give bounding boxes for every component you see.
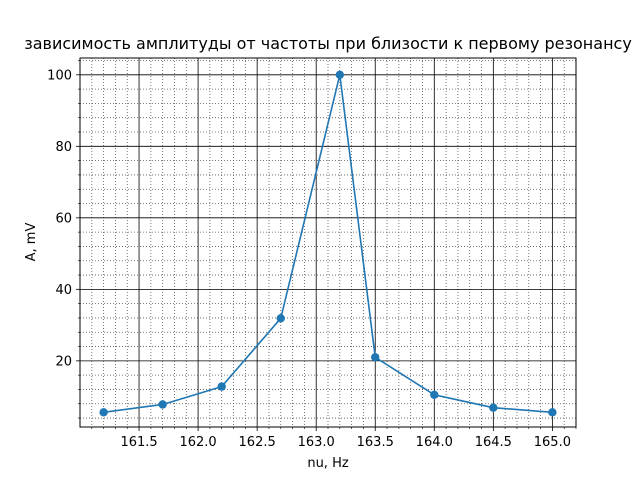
major-grid: [80, 58, 576, 427]
series-layer: [99, 70, 557, 417]
chart-title: зависимость амплитуды от частоты при бли…: [24, 34, 632, 53]
y-axis-label: A, mV: [24, 223, 39, 262]
data-point: [335, 70, 345, 80]
y-tick-label: 20: [55, 354, 72, 369]
x-axis: 161.5 162.0 162.5 163.0 163.5 164.0 164.5 165.0: [91, 427, 577, 450]
data-point: [158, 400, 167, 409]
y-axis: 20 40 60 80 100: [47, 60, 80, 419]
x-tick-label: 162.0: [179, 435, 216, 450]
data-point: [430, 390, 439, 400]
x-axis-label: nu, Hz: [307, 456, 349, 471]
y-tick-label: 40: [55, 283, 72, 298]
y-tick-label: 60: [55, 211, 72, 226]
data-point: [217, 382, 226, 391]
plot-frame: [79, 57, 577, 428]
x-tick-label: 164.0: [416, 435, 453, 450]
data-point: [371, 353, 380, 362]
x-tick-label: 163.5: [357, 435, 394, 450]
data-point: [548, 408, 557, 417]
data-point: [276, 314, 285, 323]
x-tick-label: 163.0: [298, 435, 335, 450]
data-point: [99, 408, 108, 417]
x-tick-label: 162.5: [239, 435, 276, 450]
y-tick-label: 100: [47, 68, 72, 83]
x-tick-label: 161.5: [120, 435, 157, 450]
x-tick-label: 165.0: [534, 435, 571, 450]
y-tick-label: 80: [55, 140, 72, 155]
x-tick-label: 164.5: [475, 435, 512, 450]
minor-grid: [80, 58, 577, 427]
data-point: [489, 403, 498, 412]
